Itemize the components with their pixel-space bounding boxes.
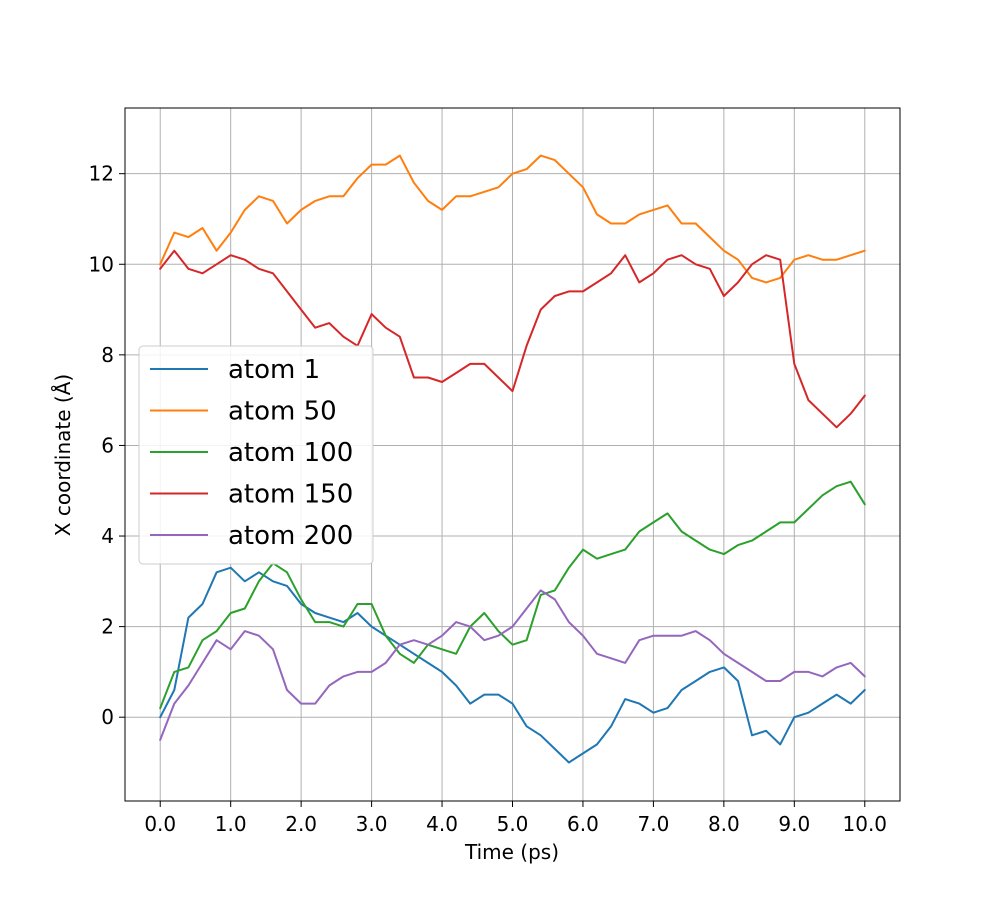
- x-tick-label: 5.0: [497, 812, 529, 836]
- series-line-atom-200: [159, 589, 866, 741]
- legend-label: atom 50: [228, 397, 337, 427]
- series-line-atom-1: [159, 566, 866, 764]
- y-axis-ticks: 0 2 4 6 8 10 12: [89, 162, 125, 729]
- series-layer: [159, 154, 866, 764]
- x-tick-label: 9.0: [778, 812, 810, 836]
- x-tick-label: 1.0: [215, 812, 247, 836]
- x-tick-label: 6.0: [567, 812, 599, 836]
- x-axis-ticks: 0.0 1.0 2.0 3.0 4.0 5.0 6.0 7.0 8.0 9.0 10.0: [144, 801, 887, 836]
- x-tick-label: 7.0: [638, 812, 670, 836]
- y-tick-label: 12: [89, 162, 114, 186]
- y-tick-label: 8: [101, 343, 114, 367]
- y-tick-label: 10: [89, 252, 114, 276]
- legend-items: atom 1 atom 50 atom 100 atom 150 atom 200: [150, 355, 353, 551]
- grid-lines: [125, 108, 900, 801]
- series-line-atom-150: [159, 249, 866, 429]
- legend-label: atom 100: [228, 438, 353, 468]
- y-tick-label: 4: [101, 524, 114, 548]
- y-tick-label: 6: [101, 433, 114, 457]
- x-tick-label: 10.0: [843, 812, 888, 836]
- y-axis-label: X coordinate (Å): [51, 374, 75, 536]
- x-tick-label: 0.0: [144, 812, 176, 836]
- x-tick-label: 8.0: [708, 812, 740, 836]
- series-line-atom-100: [159, 480, 866, 710]
- legend-box: [138, 345, 374, 565]
- x-axis-label: Time (ps): [464, 840, 559, 864]
- x-tick-label: 3.0: [356, 812, 388, 836]
- y-tick-label: 2: [101, 615, 114, 639]
- legend-label: atom 150: [228, 480, 353, 510]
- y-tick-label: 0: [101, 705, 114, 729]
- legend-label: atom 200: [228, 521, 353, 551]
- legend-label: atom 1: [228, 355, 320, 385]
- x-tick-label: 2.0: [285, 812, 317, 836]
- x-tick-label: 4.0: [426, 812, 458, 836]
- legend: atom 1 atom 50 atom 100 atom 150 atom 200: [138, 345, 374, 565]
